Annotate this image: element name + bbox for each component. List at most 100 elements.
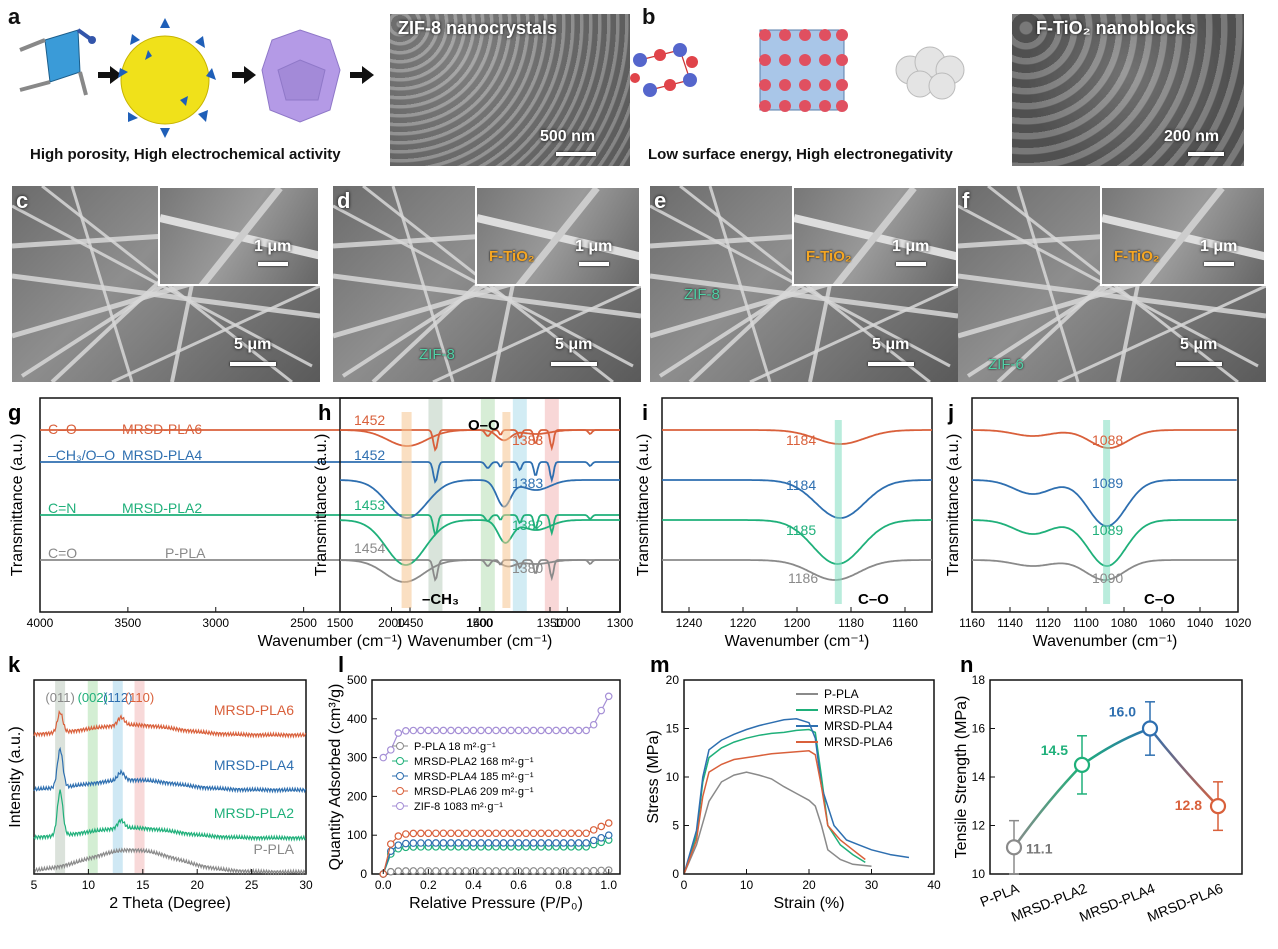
isotherm-point [522, 839, 530, 847]
ftir-series-line [340, 479, 620, 519]
isotherm-point [604, 692, 613, 701]
x-tick-label: 0.2 [420, 878, 437, 892]
isotherm-point [454, 726, 463, 735]
isotherm-point [514, 839, 523, 847]
legend-entry: MRSD-PLA2 168 m²·g⁻¹ [414, 756, 534, 768]
stress-strain-line [683, 750, 866, 875]
x-tick-label: 4000 [27, 616, 54, 630]
y-axis-label: Transmittance (a.u.) [635, 434, 652, 577]
isotherm-point [544, 867, 553, 875]
main-scale-text: 5 μm [872, 336, 910, 353]
isotherm-point [529, 867, 538, 875]
isotherm-point [567, 867, 575, 875]
peak-label: 1454 [354, 540, 385, 556]
isotherm-point [447, 839, 455, 847]
peak-label: 1382 [512, 517, 543, 533]
isotherm-point [552, 726, 560, 735]
ftio2-sem-image [1012, 14, 1244, 166]
peak-band [428, 399, 443, 611]
isotherm-point [567, 726, 575, 735]
panel-label-e: e [654, 188, 667, 213]
isotherm-point [582, 829, 590, 838]
value-label: 11.1 [1026, 840, 1053, 856]
x-tick-label: 25 [245, 878, 259, 892]
zif-cage-icon [118, 18, 216, 138]
isotherm-point [559, 829, 568, 838]
nanoblock-cluster-icon [895, 46, 965, 100]
x-tick-label: 1160 [892, 616, 918, 630]
fiber-sem-inset [1100, 186, 1266, 286]
x-tick-label: 0.8 [555, 878, 572, 892]
stress-strain-line [683, 771, 872, 875]
isotherm-point [537, 839, 545, 847]
y-tick-label: 300 [347, 751, 367, 765]
x-axis-label: Wavenumber (cm⁻¹) [725, 633, 870, 650]
x-axis-label: Wavenumber (cm⁻¹) [258, 633, 403, 650]
legend-entry: ZIF-8 1083 m²·g⁻¹ [414, 801, 503, 813]
ftir-series-line [340, 519, 620, 566]
isotherm-point [522, 829, 530, 838]
isotherm-point [417, 829, 425, 838]
isotherm-point [447, 829, 455, 838]
isotherm-point [484, 867, 493, 875]
peak-label: 1185 [786, 522, 816, 538]
isotherm-point [394, 841, 403, 849]
series-label: MRSD-PLA4 [122, 447, 202, 463]
ftio2-annotation: F-TiO₂ [806, 248, 852, 265]
isotherm-point [499, 867, 508, 875]
x-tick-label: 3500 [115, 616, 142, 630]
x-tick-label: 30 [865, 878, 879, 892]
inset-scale-text: 1 μm [892, 238, 930, 255]
xrd-series-line [33, 746, 307, 794]
tensile-point [1073, 756, 1091, 773]
isotherm-point [589, 720, 598, 729]
fiber-sem-inset [158, 186, 320, 286]
y-tick-label: 14 [972, 770, 986, 784]
isotherm-point [597, 706, 606, 715]
x-tick-label: 1500 [466, 616, 493, 630]
x-tick-label: 1450 [397, 616, 424, 630]
ftio2-annotation: F-TiO₂ [489, 248, 535, 265]
isotherm-point [439, 867, 448, 875]
x-tick-label: 1140 [997, 616, 1023, 630]
series-label: P-PLA [165, 545, 206, 561]
series-label: MRSD-PLA2 [214, 805, 294, 821]
series-label: MRSD-PLA2 [122, 500, 202, 516]
legend-entry: MRSD-PLA6 209 m²·g⁻¹ [414, 786, 534, 798]
zif8-annotation: ZIF-8 [419, 346, 455, 363]
x-tick-label: 1040 [1187, 616, 1214, 630]
miller-index-label: (112) [103, 690, 132, 705]
isotherm-point [492, 829, 500, 838]
y-tick-label: 15 [666, 722, 680, 736]
y-tick-label: 12 [972, 819, 986, 833]
panel-label-c: c [16, 188, 29, 213]
legend-marker [396, 742, 404, 750]
x-tick-label: 1220 [730, 616, 757, 630]
x-tick-label: 1080 [1111, 616, 1138, 630]
y-tick-label: 500 [347, 673, 367, 687]
panel-b-caption: Low surface energy, High electronegativi… [648, 146, 953, 163]
isotherm-point [522, 867, 530, 875]
stress-strain-chart: P-PLA MRSD-PLA2 MRSD-PLA4 MRSD-PLA6 0 10 20 30 4… [645, 673, 941, 912]
y-axis-label: Transmittance (a.u.) [9, 434, 26, 577]
zif8-annotation: ZIF-8 [684, 286, 720, 303]
peak-band [480, 399, 495, 611]
isotherm-point [394, 729, 403, 737]
legend-marker [396, 772, 404, 780]
y-tick-label: 400 [347, 712, 367, 726]
isotherm-point [574, 829, 583, 838]
isotherm-point [544, 726, 553, 735]
isotherm-point [386, 840, 395, 848]
isotherm-point [484, 839, 493, 847]
shift-band [834, 420, 842, 604]
isotherm-point [492, 839, 500, 847]
ftio2-scale-text: 200 nm [1164, 128, 1220, 145]
isotherm-point [552, 829, 560, 838]
isotherm-point [574, 839, 583, 847]
bond-tag: C=O [48, 545, 77, 561]
scale-bar [1204, 262, 1234, 266]
main-scale-text: 5 μm [1180, 336, 1218, 353]
ftir-series-line [40, 461, 620, 484]
category-label: MRSD-PLA6 [1145, 880, 1225, 925]
isotherm-point [402, 867, 410, 875]
